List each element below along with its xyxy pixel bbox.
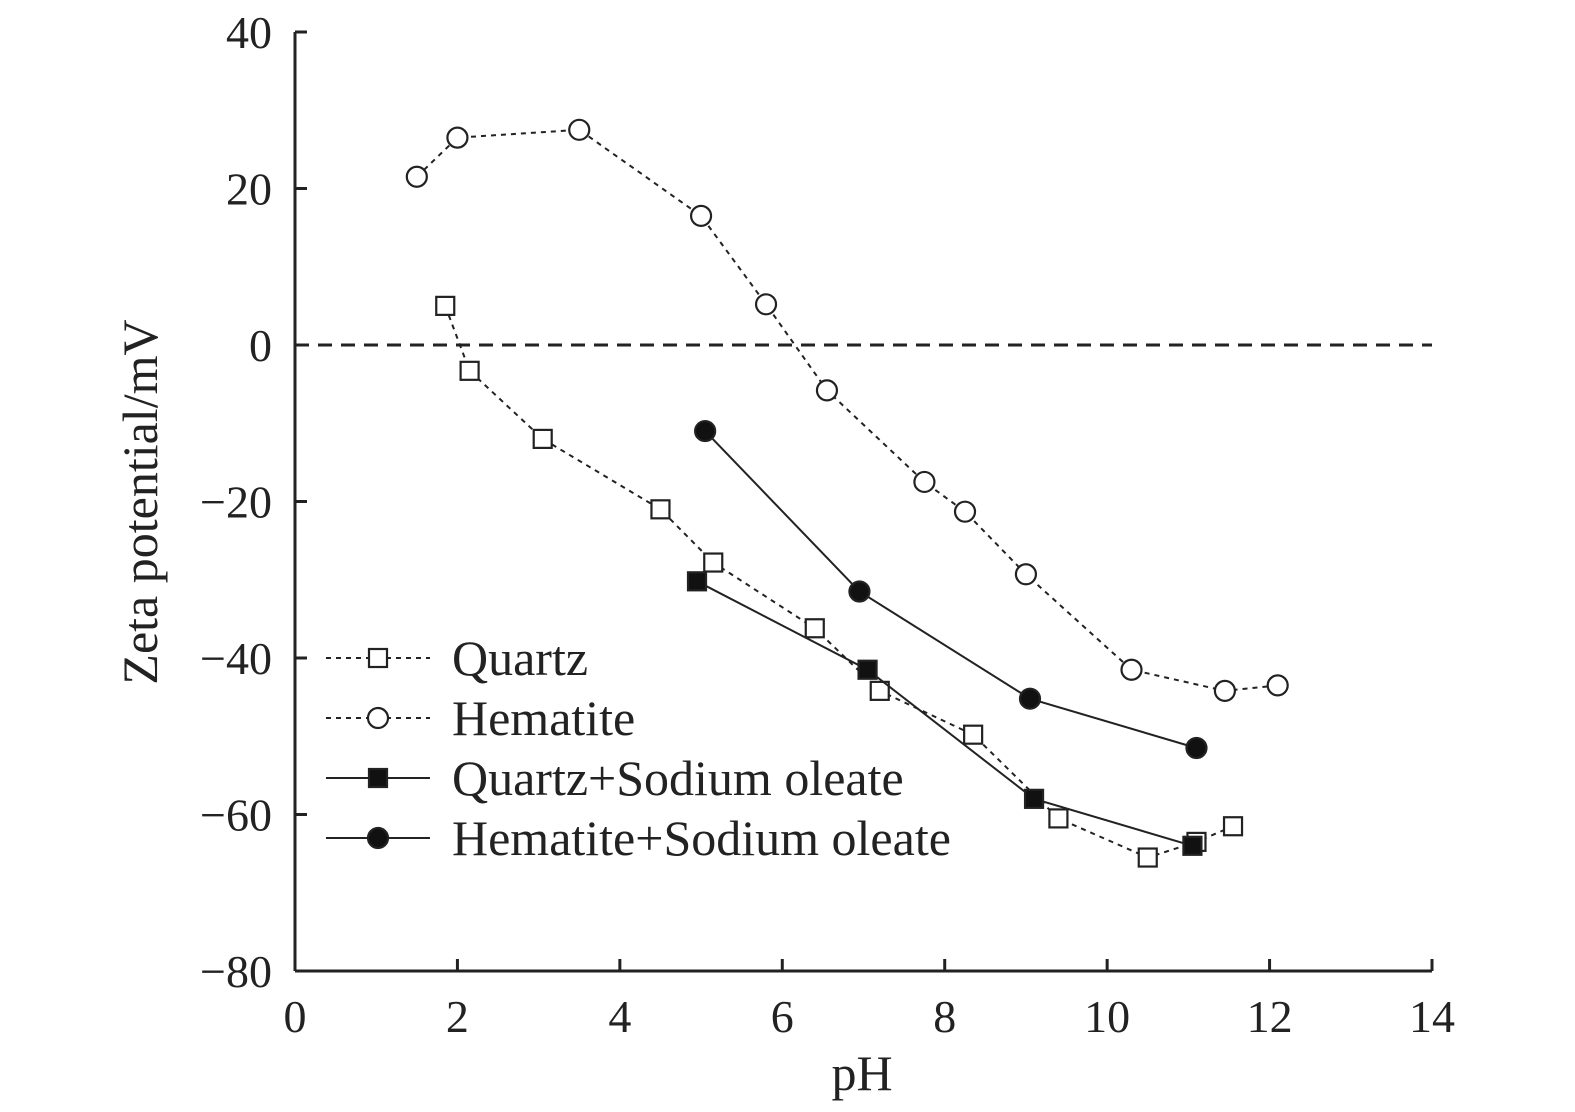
x-tick-label: 10 bbox=[1084, 991, 1130, 1042]
x-axis-label: pH bbox=[831, 1045, 892, 1101]
series-hematite bbox=[405, 118, 1289, 702]
legend-label: Quartz+Sodium oleate bbox=[452, 750, 904, 806]
data-point bbox=[1182, 835, 1203, 856]
data-point bbox=[1018, 687, 1042, 710]
legend-item: Quartz+Sodium oleate bbox=[326, 750, 904, 806]
series-quartz-plus-sodium-oleate bbox=[686, 571, 1203, 856]
y-tick-label: 0 bbox=[249, 320, 272, 371]
data-point bbox=[405, 165, 428, 188]
y-tick-label: −20 bbox=[200, 477, 272, 528]
data-point bbox=[754, 293, 778, 316]
data-point bbox=[857, 659, 878, 680]
series-line bbox=[704, 430, 1197, 749]
legend-label: Quartz bbox=[452, 630, 588, 686]
x-tick-label: 4 bbox=[608, 991, 631, 1042]
series-line bbox=[696, 580, 1193, 847]
legend-marker bbox=[367, 647, 389, 669]
x-tick-label: 0 bbox=[284, 991, 307, 1042]
data-point bbox=[1137, 847, 1158, 868]
legend-marker bbox=[366, 826, 390, 850]
data-point bbox=[913, 470, 936, 494]
y-tick-label: 20 bbox=[226, 164, 272, 215]
data-point bbox=[1222, 816, 1244, 837]
x-tick-label: 6 bbox=[771, 991, 794, 1042]
legend-label: Hematite+Sodium oleate bbox=[452, 810, 951, 866]
data-point bbox=[1185, 736, 1208, 760]
data-point bbox=[1048, 808, 1069, 829]
x-tick-label: 14 bbox=[1409, 991, 1455, 1042]
data-point bbox=[869, 680, 890, 701]
series-line bbox=[416, 128, 1278, 692]
data-point bbox=[1014, 563, 1038, 586]
y-tick-label: −80 bbox=[200, 946, 272, 997]
data-point bbox=[1023, 788, 1045, 809]
data-point bbox=[694, 419, 717, 443]
data-point bbox=[815, 379, 839, 402]
y-axis-label: Zeta potential/mV bbox=[112, 319, 168, 684]
legend-marker bbox=[366, 706, 390, 730]
data-point bbox=[689, 204, 713, 227]
legend-item: Hematite bbox=[326, 690, 635, 746]
legend-label: Hematite bbox=[452, 690, 635, 746]
data-point bbox=[568, 118, 591, 141]
legend-item: Quartz bbox=[326, 630, 588, 686]
data-point bbox=[446, 126, 469, 149]
x-tick-label: 8 bbox=[933, 991, 956, 1042]
data-point bbox=[686, 571, 708, 592]
y-tick-label: −60 bbox=[200, 790, 272, 841]
legend-item: Hematite+Sodium oleate bbox=[326, 810, 951, 866]
data-point bbox=[650, 499, 671, 520]
data-point bbox=[703, 552, 724, 573]
data-point bbox=[1213, 679, 1237, 702]
data-point bbox=[804, 618, 825, 639]
data-point bbox=[435, 295, 456, 316]
series-hematite-plus-sodium-oleate bbox=[694, 419, 1208, 760]
y-tick-label: 40 bbox=[226, 7, 272, 58]
series-quartz bbox=[435, 295, 1244, 868]
x-tick-label: 2 bbox=[446, 991, 469, 1042]
data-point bbox=[532, 428, 553, 449]
data-point bbox=[459, 360, 480, 381]
data-point bbox=[1266, 674, 1289, 697]
data-point bbox=[848, 580, 871, 603]
x-tick-label: 12 bbox=[1247, 991, 1293, 1042]
y-tick-label: −40 bbox=[200, 633, 272, 684]
data-point bbox=[1120, 658, 1143, 681]
data-point bbox=[953, 500, 977, 523]
data-point bbox=[963, 724, 984, 745]
legend-marker bbox=[367, 767, 389, 789]
